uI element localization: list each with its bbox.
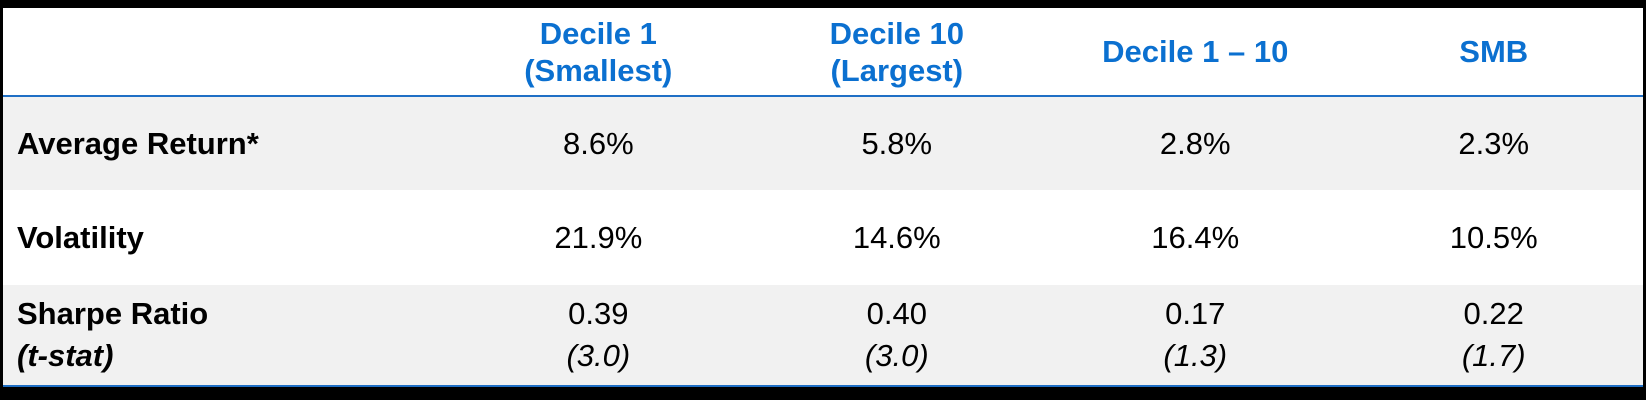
cell-volatility-decile-10: 14.6%: [852, 219, 941, 255]
cell-volatility-decile-1-minus-10: 16.4%: [1151, 219, 1240, 255]
t-stat-value: (3.0): [864, 338, 929, 373]
cell-average-return-smb: 2.3%: [1458, 125, 1530, 161]
bottom-divider-line: [3, 385, 1643, 387]
cell-average-return-decile-10: 5.8%: [861, 125, 933, 161]
sharpe-value: 0.40: [866, 296, 927, 331]
column-header-decile-1-smallest: Decile 1 (Smallest): [524, 15, 673, 88]
cell-sharpe-smb: 0.22 (1.7): [1344, 293, 1642, 377]
column-header-smb: SMB: [1459, 34, 1529, 69]
cell-volatility-smb: 10.5%: [1449, 219, 1538, 255]
sharpe-value: 0.39: [568, 296, 629, 331]
cell-sharpe-decile-1: 0.39 (3.0): [449, 293, 747, 377]
row-label-average-return: Average Return*: [17, 125, 259, 161]
table-row-volatility: Volatility 21.9% 14.6% 16.4% 10.5%: [3, 190, 1643, 285]
t-stat-label: (t-stat): [17, 338, 114, 373]
sharpe-ratio-label: Sharpe Ratio: [17, 296, 209, 331]
column-header-decile-10-largest: Decile 10 (Largest): [829, 15, 964, 88]
table-row-average-return: Average Return* 8.6% 5.8% 2.8% 2.3%: [3, 97, 1643, 190]
row-label-volatility: Volatility: [17, 219, 144, 255]
cell-sharpe-decile-1-minus-10: 0.17 (1.3): [1046, 293, 1344, 377]
row-label-sharpe-ratio: Sharpe Ratio (t-stat): [3, 293, 449, 377]
t-stat-value: (1.3): [1163, 338, 1228, 373]
header-divider-line: [3, 95, 1643, 97]
sharpe-value: 0.22: [1463, 296, 1524, 331]
cell-average-return-decile-1: 8.6%: [562, 125, 634, 161]
cell-sharpe-decile-10: 0.40 (3.0): [748, 293, 1046, 377]
cell-average-return-decile-1-minus-10: 2.8%: [1159, 125, 1231, 161]
table-header-row: Decile 1 (Smallest) Decile 10 (Largest) …: [3, 8, 1643, 95]
table-row-sharpe-ratio: Sharpe Ratio (t-stat) 0.39 (3.0) 0.40 (3…: [3, 285, 1643, 385]
t-stat-value: (3.0): [566, 338, 631, 373]
sharpe-value: 0.17: [1165, 296, 1226, 331]
t-stat-value: (1.7): [1461, 338, 1526, 373]
cell-volatility-decile-1: 21.9%: [554, 219, 643, 255]
column-header-decile-1-minus-10: Decile 1 – 10: [1102, 34, 1289, 69]
